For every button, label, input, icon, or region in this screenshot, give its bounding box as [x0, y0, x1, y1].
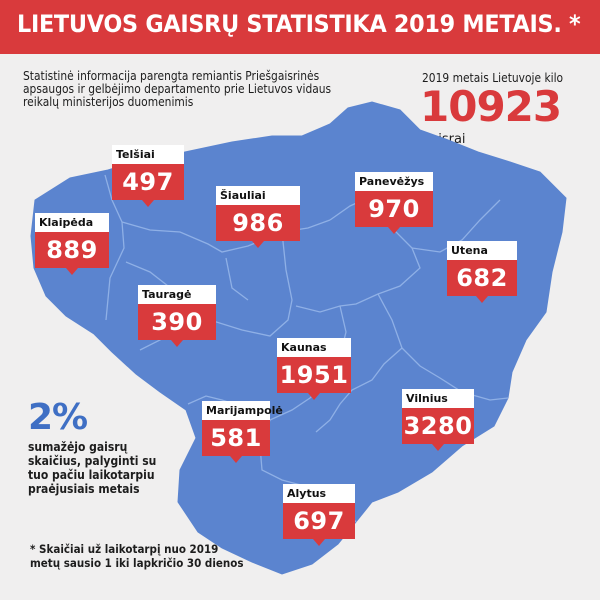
region-card-kaunas: Kaunas 1951	[277, 338, 351, 400]
region-card-taurage: Tauragė 390	[138, 285, 216, 347]
region-card-marijampole: Marijampolė 581	[202, 401, 283, 463]
region-name: Klaipėda	[35, 213, 109, 232]
region-value: 682	[447, 260, 517, 303]
footnote: * Skaičiai už laikotarpį nuo 2019 metų s…	[30, 542, 244, 570]
region-name: Panevėžys	[355, 172, 433, 191]
change-text: sumažėjo gaisrų skaičius, palyginti su t…	[28, 440, 157, 496]
region-value: 3280	[402, 408, 474, 451]
region-name: Kaunas	[277, 338, 351, 357]
region-card-utena: Utena 682	[447, 241, 517, 303]
region-value: 581	[202, 420, 270, 463]
region-value: 970	[355, 191, 433, 234]
page-title: LIETUVOS GAISRŲ STATISTIKA 2019 METAIS. …	[17, 10, 581, 38]
region-value: 697	[283, 503, 355, 546]
region-name: Utena	[447, 241, 517, 260]
region-name: Šiauliai	[216, 186, 300, 205]
region-card-klaipeda: Klaipėda 889	[35, 213, 109, 275]
region-name: Telšiai	[112, 145, 184, 164]
region-name: Marijampolė	[202, 401, 283, 420]
intro-text: Statistinė informacija parengta remianti…	[23, 69, 332, 109]
region-value: 497	[112, 164, 184, 207]
total-label: 2019 metais Lietuvoje kilo	[422, 71, 564, 85]
region-value: 1951	[277, 357, 351, 400]
region-card-telsiai: Telšiai 497	[112, 145, 184, 207]
region-name: Alytus	[283, 484, 355, 503]
region-card-panevezys: Panevėžys 970	[355, 172, 433, 234]
region-name: Vilnius	[402, 389, 474, 408]
region-card-vilnius: Vilnius 3280	[402, 389, 474, 451]
total-value: 10923	[420, 82, 562, 131]
region-card-alytus: Alytus 697	[283, 484, 355, 546]
region-value: 390	[138, 304, 216, 347]
change-value: 2%	[28, 397, 88, 438]
region-name: Tauragė	[138, 285, 216, 304]
region-value: 889	[35, 232, 109, 275]
region-card-siauliai: Šiauliai 986	[216, 186, 300, 248]
header-banner: LIETUVOS GAISRŲ STATISTIKA 2019 METAIS. …	[0, 0, 600, 54]
region-value: 986	[216, 205, 300, 248]
